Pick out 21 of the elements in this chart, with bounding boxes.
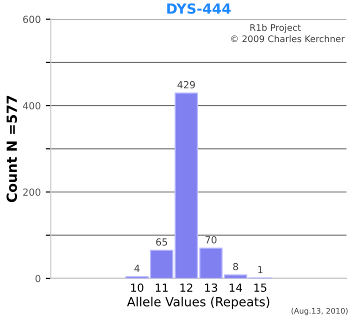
y-tick-label: 600 bbox=[23, 16, 40, 24]
x-tick-label: 14 bbox=[230, 284, 242, 292]
x-tick-label: 15 bbox=[254, 284, 266, 292]
chart-title: DYS-444 bbox=[167, 3, 231, 14]
data-label: 65 bbox=[156, 238, 167, 246]
data-label: 1 bbox=[258, 266, 262, 274]
y-axis-title: Count N =577 bbox=[6, 96, 17, 202]
y-tick-label: 400 bbox=[22, 102, 40, 110]
annotation: R1b Project bbox=[250, 24, 301, 33]
annotation: © 2009 Charles Kerchner bbox=[231, 35, 345, 42]
x-tick-label: 11 bbox=[156, 284, 168, 292]
data-label: 8 bbox=[233, 262, 238, 270]
data-label: 4 bbox=[134, 264, 140, 272]
x-tick-label: 10 bbox=[131, 283, 144, 292]
x-axis-title: Allele Values (Repeats) bbox=[127, 296, 270, 309]
y-tick-label: 200 bbox=[23, 188, 40, 196]
x-tick-label: 12 bbox=[180, 283, 192, 292]
x-tick-label: 13 bbox=[205, 283, 218, 292]
y-tick-label: 0 bbox=[35, 274, 40, 282]
data-label: 70 bbox=[206, 236, 216, 244]
data-label: 429 bbox=[178, 81, 195, 88]
